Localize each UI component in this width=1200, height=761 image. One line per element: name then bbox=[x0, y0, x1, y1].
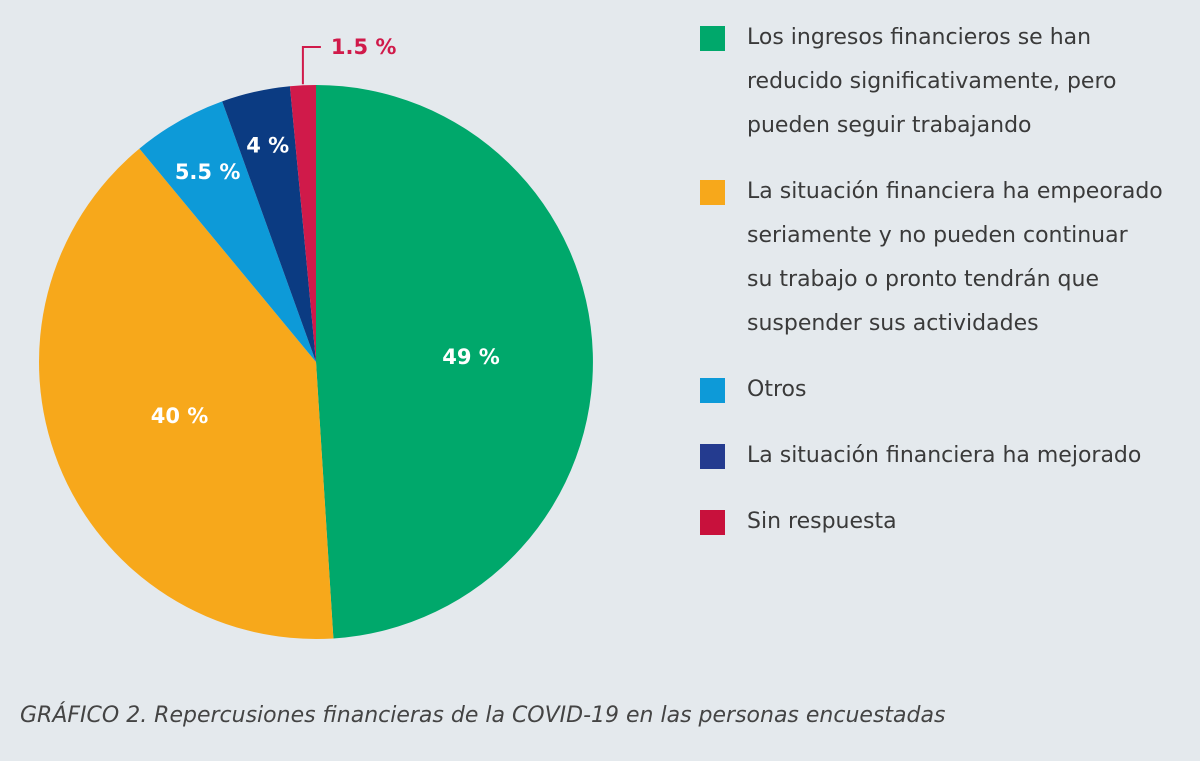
legend-label-line: pueden seguir trabajando bbox=[747, 113, 1032, 138]
chart-legend: Los ingresos financieros se han reducido … bbox=[700, 16, 1190, 544]
legend-label-line: seriamente y no pueden continuar bbox=[747, 223, 1128, 248]
legend-item: La situación financiera ha empeorado seri… bbox=[700, 170, 1190, 346]
chart-caption: GRÁFICO 2. Repercusiones financieras de … bbox=[20, 703, 946, 728]
legend-swatch bbox=[700, 378, 725, 403]
legend-swatch bbox=[700, 180, 725, 205]
pie-slice bbox=[139, 101, 316, 362]
legend-item: La situación financiera ha mejorado bbox=[700, 434, 1190, 478]
callout-leader-line bbox=[301, 46, 321, 85]
legend-swatch bbox=[700, 26, 725, 51]
legend-label-line: La situación financiera ha empeorado bbox=[747, 179, 1163, 204]
legend-item: Los ingresos financieros se han reducido … bbox=[700, 16, 1190, 148]
legend-label-line: Otros bbox=[747, 377, 807, 402]
legend-swatch bbox=[700, 444, 725, 469]
legend-label-line: suspender sus actividades bbox=[747, 311, 1039, 336]
legend-item: Otros bbox=[700, 368, 1190, 412]
legend-label-line: su trabajo o pronto tendrán que bbox=[747, 267, 1099, 292]
legend-label-line: reducido significativamente, pero bbox=[747, 69, 1117, 94]
pie-slice bbox=[222, 86, 316, 362]
slice-value-label: 40 % bbox=[151, 404, 209, 428]
legend-label-line: Los ingresos financieros se han bbox=[747, 25, 1092, 50]
slice-value-label: 4 % bbox=[246, 134, 289, 158]
pie-slice bbox=[316, 85, 593, 639]
legend-label-line: Sin respuesta bbox=[747, 509, 897, 534]
pie-chart: 49 % 40 % 5.5 %4 % 1.5 % bbox=[39, 35, 593, 639]
legend-item: Sin respuesta bbox=[700, 500, 1190, 544]
pie-slice bbox=[289, 85, 316, 362]
slice-value-label: 5.5 % bbox=[175, 160, 241, 184]
legend-swatch bbox=[700, 510, 725, 535]
slice-value-label: 49 % bbox=[442, 345, 500, 369]
pie-slice bbox=[39, 148, 334, 639]
legend-label-line: La situación financiera ha mejorado bbox=[747, 443, 1142, 468]
slice-value-label: 1.5 % bbox=[331, 35, 397, 59]
